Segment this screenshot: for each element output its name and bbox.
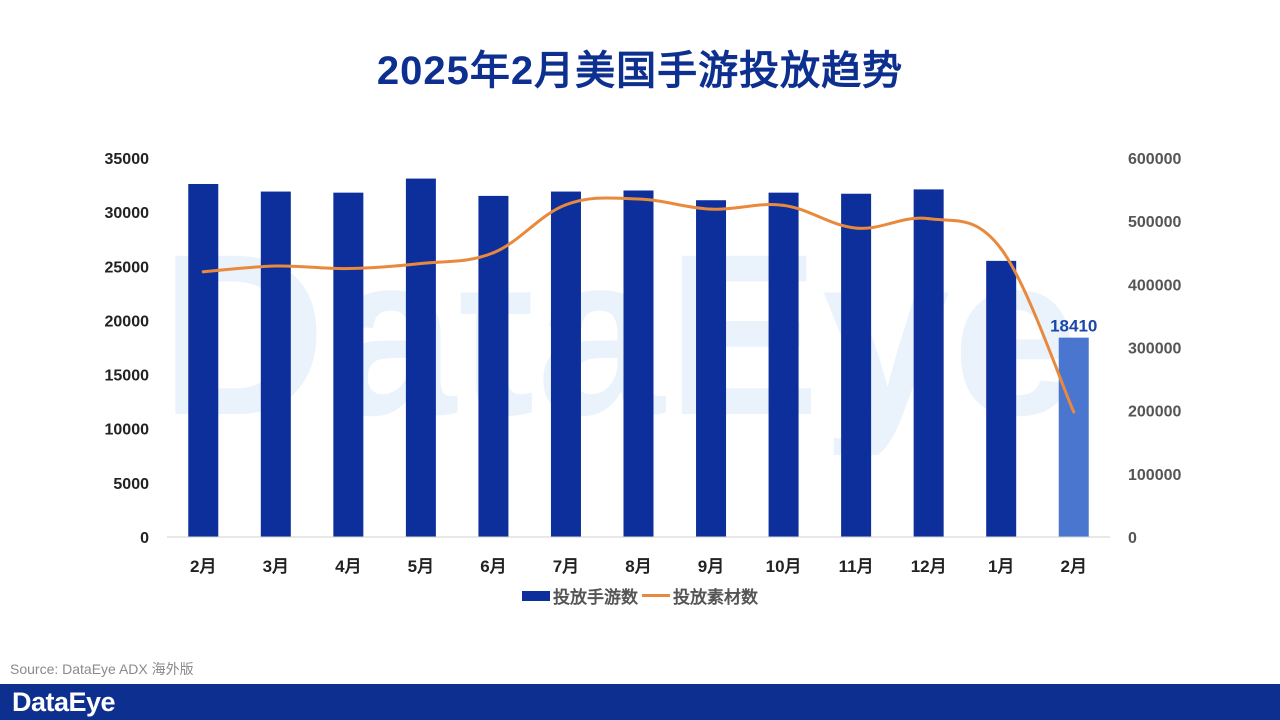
bar <box>696 200 727 537</box>
x-tick-label: 7月 <box>553 557 579 576</box>
right-tick-label: 400000 <box>1128 277 1181 294</box>
right-tick-label: 600000 <box>1128 151 1181 168</box>
legend: 投放手游数 投放素材数 <box>0 583 1280 608</box>
bar <box>188 183 219 537</box>
page-title: 2025年2月美国手游投放趋势 <box>376 49 904 93</box>
legend-bar-swatch <box>522 590 550 601</box>
combo-chart: 0 5000 10000 15000 20000 25000 30000 35000 0 100… <box>105 151 1182 576</box>
left-tick-label: 0 <box>140 530 149 547</box>
legend-line-swatch <box>642 594 670 597</box>
line-point <box>927 217 931 221</box>
x-tick-label: 2月 <box>190 557 216 576</box>
right-tick-label: 0 <box>1128 530 1137 547</box>
left-tick-label: 5000 <box>113 476 149 493</box>
left-tick-label: 25000 <box>105 259 150 276</box>
left-tick-label: 20000 <box>105 313 150 330</box>
line-point <box>1072 410 1076 414</box>
right-y-axis: 0 100000 200000 300000 400000 500000 600000 <box>1128 151 1181 547</box>
line-point <box>999 247 1003 251</box>
bar <box>550 191 581 537</box>
bar <box>768 192 799 537</box>
bar <box>333 192 364 537</box>
legend-line-label: 投放素材数 <box>673 588 758 607</box>
bar <box>1058 337 1089 537</box>
bar-series <box>188 178 1089 537</box>
footer-bar: DataEye <box>0 684 1280 720</box>
bar-data-label: 18410 <box>1050 317 1097 336</box>
x-tick-label: 12月 <box>911 557 947 576</box>
x-tick-label: 10月 <box>766 557 802 576</box>
line-point <box>782 203 786 207</box>
source-note: Source: DataEye ADX 海外版 <box>10 661 194 677</box>
left-y-axis: 0 5000 10000 15000 20000 25000 30000 35000 <box>105 151 150 547</box>
left-tick-label: 15000 <box>105 368 150 385</box>
left-tick-label: 35000 <box>105 151 150 168</box>
bar <box>260 191 291 537</box>
bar <box>405 178 436 537</box>
x-tick-label: 1月 <box>988 557 1014 576</box>
left-tick-label: 10000 <box>105 422 150 439</box>
line-point <box>564 203 568 207</box>
x-tick-label: 8月 <box>625 557 651 576</box>
right-tick-label: 100000 <box>1128 467 1181 484</box>
line-point <box>346 267 350 271</box>
legend-bar-label: 投放手游数 <box>553 588 638 607</box>
x-tick-label: 3月 <box>263 557 289 576</box>
line-point <box>491 251 495 255</box>
line-point <box>201 270 205 274</box>
left-tick-label: 30000 <box>105 205 150 222</box>
x-tick-label: 2月 <box>1060 557 1086 576</box>
right-tick-label: 200000 <box>1128 404 1181 421</box>
x-tick-label: 6月 <box>480 557 506 576</box>
line-point <box>419 261 423 265</box>
bar <box>623 190 654 537</box>
legend-item-bar: 投放手游数 <box>522 583 638 608</box>
x-tick-label: 5月 <box>408 557 434 576</box>
line-point <box>637 197 640 201</box>
dataeye-logo: DataEye <box>12 687 116 717</box>
bar <box>986 260 1017 537</box>
right-tick-label: 500000 <box>1128 214 1181 231</box>
x-tick-label: 9月 <box>698 557 724 576</box>
line-point <box>709 207 713 211</box>
data-labels: 18410 <box>1050 317 1097 336</box>
line-series <box>201 196 1076 414</box>
bar <box>841 193 872 537</box>
legend-item-line: 投放素材数 <box>642 583 758 608</box>
line-point <box>854 226 858 230</box>
right-tick-label: 300000 <box>1128 341 1181 358</box>
line-point <box>274 264 278 268</box>
x-axis: 2月 3月 4月 5月 6月 7月 8月 9月 10月 11月 12月 1月 2月 <box>167 536 1110 576</box>
bar <box>913 189 944 537</box>
x-tick-label: 4月 <box>335 557 361 576</box>
x-tick-label: 11月 <box>839 557 874 576</box>
